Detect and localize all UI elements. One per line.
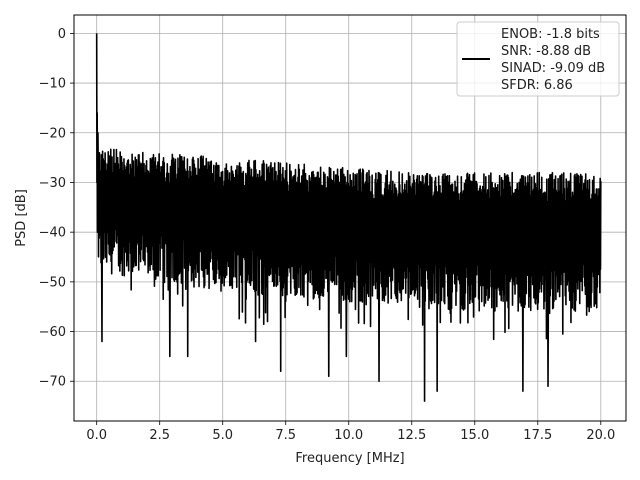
y-axis-title: PSD [dB] [14, 189, 29, 247]
x-tick-label: 5.0 [212, 428, 233, 443]
y-axis: 0 −10 −20 −30 −40 −50 −60 −70 [39, 27, 74, 390]
x-axis-title: Frequency [MHz] [295, 451, 404, 466]
x-tick-label: 15.0 [460, 428, 489, 443]
x-tick-label: 2.5 [149, 428, 170, 443]
x-tick-label: 20.0 [586, 428, 615, 443]
legend-line-enob: ENOB: -1.8 bits [501, 27, 600, 42]
series-group [95, 33, 602, 402]
legend-line-sinad: SINAD: -9.09 dB [501, 61, 605, 76]
legend-line-snr: SNR: -8.88 dB [501, 44, 591, 59]
x-tick-label: 17.5 [523, 428, 552, 443]
legend-box [456, 21, 620, 97]
x-tick-label: 7.5 [275, 428, 296, 443]
y-tick-label: −50 [39, 275, 66, 290]
y-tick-label: −10 [39, 77, 66, 92]
x-tick-label: 12.5 [397, 428, 426, 443]
y-tick-label: 0 [58, 27, 66, 42]
y-tick-label: −70 [39, 375, 66, 390]
y-tick-label: −60 [39, 325, 66, 340]
plot-frame [73, 14, 627, 422]
legend: ENOB: -1.8 bits SNR: -8.88 dB SINAD: -9.… [456, 21, 620, 97]
y-tick-label: −40 [39, 226, 66, 241]
x-tick-label: 10.0 [334, 428, 363, 443]
y-tick-label: −30 [39, 176, 66, 191]
psd-series-line [95, 33, 602, 402]
legend-line-sfdr: SFDR: 6.86 [501, 78, 573, 93]
x-tick-label: 0.0 [86, 428, 107, 443]
x-axis: 0.0 2.5 5.0 7.5 10.0 12.5 15.0 17.5 20.0 [86, 421, 615, 443]
y-tick-label: −20 [39, 126, 66, 141]
